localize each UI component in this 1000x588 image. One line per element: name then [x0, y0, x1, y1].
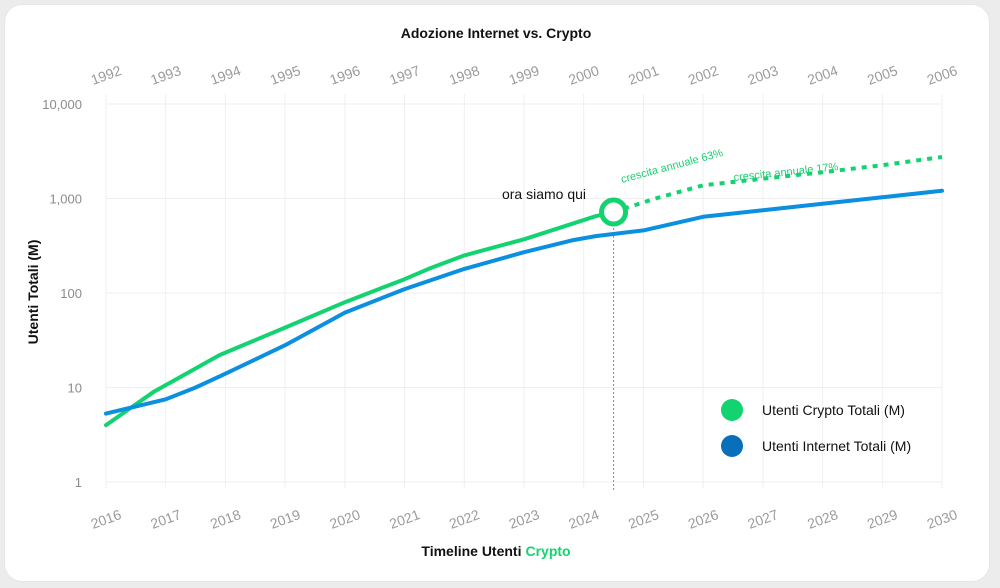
x-axis-label-highlight: Crypto — [525, 543, 570, 559]
legend: Utenti Crypto Totali (M) Utenti Internet… — [721, 399, 911, 457]
y-tick: 1,000 — [49, 192, 82, 207]
x-tick-top: 1994 — [208, 62, 243, 88]
y-tick: 100 — [60, 286, 82, 301]
x-tick-top: 1992 — [89, 62, 124, 88]
x-tick-top: 2002 — [686, 62, 721, 88]
y-tick: 10,000 — [42, 97, 82, 112]
series-line-crypto — [104, 210, 616, 428]
x-tick-bottom: 2024 — [566, 506, 601, 532]
x-tick-top: 1997 — [387, 62, 422, 88]
x-tick-top: 2000 — [566, 62, 601, 88]
series-line-internet — [104, 188, 944, 416]
x-tick-bottom: 2020 — [327, 506, 362, 532]
legend-label-internet: Utenti Internet Totali (M) — [762, 438, 911, 454]
x-tick-bottom: 2029 — [865, 506, 900, 532]
x-tick-bottom: 2026 — [686, 506, 721, 532]
legend-marker-internet — [721, 435, 743, 457]
x-axis-label-prefix: Timeline Utenti — [421, 543, 521, 559]
growth-rate-label-63: crescita annuale 63% — [620, 147, 725, 186]
series-layer — [104, 155, 944, 428]
y-tick: 1 — [75, 475, 82, 490]
x-tick-top: 2006 — [925, 62, 960, 88]
x-tick-bottom: 2019 — [268, 506, 303, 532]
x-tick-top: 1998 — [447, 62, 482, 88]
x-tick-top: 1999 — [507, 62, 542, 88]
x-tick-bottom: 2030 — [925, 506, 960, 532]
x-tick-top: 2001 — [626, 62, 661, 88]
legend-label-crypto: Utenti Crypto Totali (M) — [762, 402, 905, 418]
x-tick-bottom: 2028 — [805, 506, 840, 532]
x-tick-top: 2003 — [745, 62, 780, 88]
x-tick-bottom: 2022 — [447, 506, 482, 532]
x-tick-bottom: 2021 — [387, 506, 422, 532]
legend-marker-crypto — [721, 399, 743, 421]
x-tick-top: 1993 — [148, 62, 183, 88]
y-axis-label: Utenti Totali (M) — [25, 240, 41, 345]
x-tick-top: 1995 — [268, 62, 303, 88]
x-tick-top: 2005 — [865, 62, 900, 88]
grid — [105, 94, 943, 490]
x-axis-label: Timeline Utenti Crypto — [421, 543, 570, 559]
current-position-marker — [599, 197, 629, 227]
x-tick-top: 1996 — [327, 62, 362, 88]
growth-rate-label-17: crescita annuale 17% — [733, 161, 839, 184]
x-tick-bottom: 2016 — [89, 506, 124, 532]
x-tick-bottom: 2018 — [208, 506, 243, 532]
tick-layer: 2016 1992 2017 1993 2018 1994 2019 1995 2020 1996… — [42, 62, 959, 532]
y-tick: 10 — [68, 381, 82, 396]
x-tick-bottom: 2023 — [507, 506, 542, 532]
x-tick-bottom: 2017 — [148, 506, 183, 532]
x-tick-bottom: 2025 — [626, 506, 661, 532]
current-position-label: ora siamo qui — [502, 186, 586, 202]
x-tick-bottom: 2027 — [745, 506, 780, 532]
x-tick-top: 2004 — [805, 62, 840, 88]
chart-title: Adozione Internet vs. Crypto — [401, 25, 592, 41]
